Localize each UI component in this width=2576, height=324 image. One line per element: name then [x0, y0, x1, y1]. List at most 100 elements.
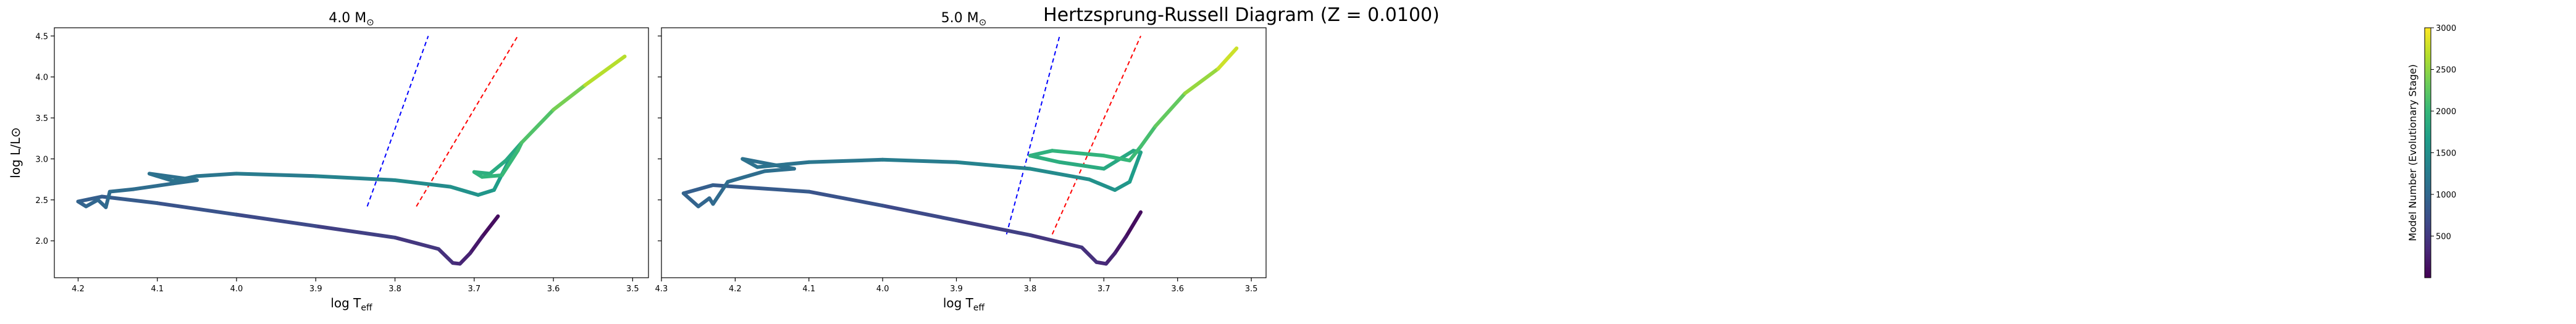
track-segment	[1139, 124, 1157, 149]
x-tick-label: 4.0	[230, 285, 243, 294]
track-segment	[458, 251, 472, 266]
track-segment	[755, 160, 811, 169]
y-tick-label: 3.0	[35, 155, 48, 164]
x-tick-label: 3.8	[388, 285, 401, 294]
track-segment	[393, 178, 453, 189]
track-segment	[1128, 144, 1143, 163]
x-tick-label: 3.5	[1245, 285, 1258, 294]
track-segment	[807, 157, 885, 164]
x-tick-label: 3.8	[1024, 285, 1037, 294]
track-segment	[1113, 180, 1132, 192]
track-segment	[1124, 210, 1143, 239]
track-segment	[99, 194, 159, 206]
track-segment	[104, 189, 112, 209]
track-segment	[1153, 91, 1187, 128]
track-segment	[480, 214, 500, 239]
track-segment	[1028, 233, 1084, 249]
y-axis-ticks	[658, 35, 661, 241]
colorbar-tick-label: 1500	[2436, 149, 2456, 159]
x-tick-label: 3.6	[1171, 285, 1184, 294]
track-segment	[681, 191, 700, 209]
x-tick-label: 4.2	[729, 285, 742, 294]
colorbar-tick-label: 1000	[2436, 191, 2456, 200]
track-segment	[711, 183, 811, 194]
y-axis-label: log L/L⊙	[8, 127, 23, 178]
track-segment	[1028, 167, 1091, 181]
x-axis-label: log Teff	[330, 296, 372, 313]
track-segment	[1128, 150, 1143, 184]
hr-panel-5msun: 4.3 4.2 4.1 4.0 3.9 3.8 3.7 3.6 3.5 5.0 M⊙ log T…	[655, 10, 1267, 313]
colorbar: 500 1000 1500 2000 2500 3000 Model Number (Ev…	[2407, 24, 2456, 278]
colorbar-tick-label: 2500	[2436, 66, 2456, 75]
track-segment	[488, 159, 508, 176]
track-segment	[807, 189, 885, 208]
colorbar-gradient	[2424, 27, 2431, 278]
track-segment	[76, 194, 104, 204]
x-tick-label: 4.2	[72, 285, 85, 294]
colorbar-tick-label: 500	[2436, 233, 2451, 242]
red-edge-line	[416, 35, 519, 207]
track-segment	[314, 174, 397, 182]
hr-panel-4msun: 4.2 4.1 4.0 3.9 3.8 3.7 3.6 3.5 2.0 2.5 3.0 3.5 4.0…	[8, 10, 649, 313]
track-segment	[740, 157, 796, 171]
colorbar-ticks: 500 1000 1500 2000 2500 3000	[2431, 24, 2456, 242]
plot-area-frame	[54, 27, 649, 278]
track-segment	[195, 172, 239, 178]
y-tick-label: 2.5	[35, 196, 48, 206]
track-segment	[235, 212, 318, 228]
x-tick-label: 3.9	[309, 285, 322, 294]
x-tick-label: 4.0	[876, 285, 889, 294]
track-segment	[1102, 154, 1132, 163]
evolutionary-track	[76, 54, 627, 266]
track-segment	[1050, 149, 1106, 158]
x-tick-label: 4.1	[802, 285, 815, 294]
track-segment	[1113, 235, 1128, 255]
track-segment	[107, 187, 136, 194]
x-tick-label: 4.3	[655, 285, 668, 294]
red-edge-line	[1051, 35, 1141, 235]
track-segment	[314, 224, 397, 239]
track-segment	[155, 201, 239, 217]
track-segment	[235, 172, 318, 178]
track-segment	[1028, 149, 1054, 158]
x-tick-label: 3.7	[1097, 285, 1110, 294]
track-segment	[954, 160, 1032, 171]
track-segment	[1104, 251, 1117, 266]
track-segment	[480, 173, 504, 179]
x-tick-label: 4.1	[151, 285, 164, 294]
track-segment	[552, 83, 587, 112]
blue-edge-line	[1005, 36, 1060, 235]
track-segment	[881, 204, 959, 223]
track-segment	[437, 247, 455, 265]
evolutionary-track	[681, 46, 1239, 266]
colorbar-tick-label: 3000	[2436, 24, 2456, 33]
track-segment	[583, 54, 627, 87]
instability-strip-lines	[1005, 35, 1141, 235]
x-tick-label: 3.5	[626, 285, 639, 294]
track-segment	[954, 218, 1032, 237]
track-segment	[681, 183, 715, 196]
track-segment	[881, 157, 959, 164]
track-segment	[468, 235, 484, 255]
y-tick-label: 2.0	[35, 237, 48, 246]
track-segment	[448, 185, 480, 197]
x-tick-label: 3.9	[950, 285, 963, 294]
y-tick-label: 4.0	[35, 73, 48, 83]
track-segment	[711, 180, 730, 206]
track-segment	[1057, 160, 1106, 171]
track-segment	[132, 181, 175, 191]
x-tick-label: 3.7	[468, 285, 480, 294]
x-axis-label: log Teff	[943, 296, 985, 313]
plot-area-frame	[661, 27, 1267, 278]
panel-title: 5.0 M⊙	[941, 10, 987, 28]
track-segment	[500, 149, 520, 178]
track-segment	[393, 235, 441, 251]
track-segment	[1028, 154, 1062, 164]
track-segment	[84, 197, 100, 209]
track-segment	[726, 169, 767, 184]
x-tick-label: 3.6	[547, 285, 560, 294]
track-segment	[519, 107, 556, 144]
track-segment	[696, 196, 711, 209]
x-axis-ticks: 4.3 4.2 4.1 4.0 3.9 3.8 3.7 3.6 3.5	[655, 278, 1258, 294]
